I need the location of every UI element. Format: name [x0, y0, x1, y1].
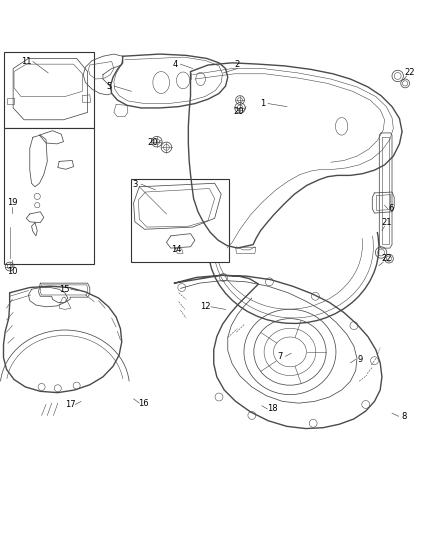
Bar	[4, 52, 94, 128]
Text: 20: 20	[147, 139, 158, 148]
Text: 7: 7	[278, 352, 283, 361]
Text: 2: 2	[235, 60, 240, 69]
Text: 19: 19	[7, 198, 18, 207]
Text: 6: 6	[388, 204, 393, 213]
Text: 12: 12	[200, 302, 210, 311]
Text: 11: 11	[21, 57, 32, 66]
Text: 1: 1	[260, 99, 265, 108]
Text: 4: 4	[173, 60, 178, 69]
Text: 15: 15	[60, 285, 70, 294]
Text: 10: 10	[7, 267, 18, 276]
Bar	[4, 128, 94, 264]
Text: 17: 17	[65, 400, 75, 409]
Text: 14: 14	[171, 245, 181, 254]
Text: 22: 22	[404, 68, 415, 77]
Text: 9: 9	[357, 355, 363, 364]
Text: 22: 22	[381, 254, 392, 263]
Text: 5: 5	[106, 82, 111, 91]
Text: 20: 20	[233, 107, 244, 116]
Text: 21: 21	[381, 218, 392, 227]
Bar	[131, 179, 229, 262]
Text: 16: 16	[138, 399, 149, 408]
Text: 3: 3	[132, 180, 138, 189]
Text: 8: 8	[401, 412, 406, 421]
Text: 18: 18	[267, 405, 278, 414]
